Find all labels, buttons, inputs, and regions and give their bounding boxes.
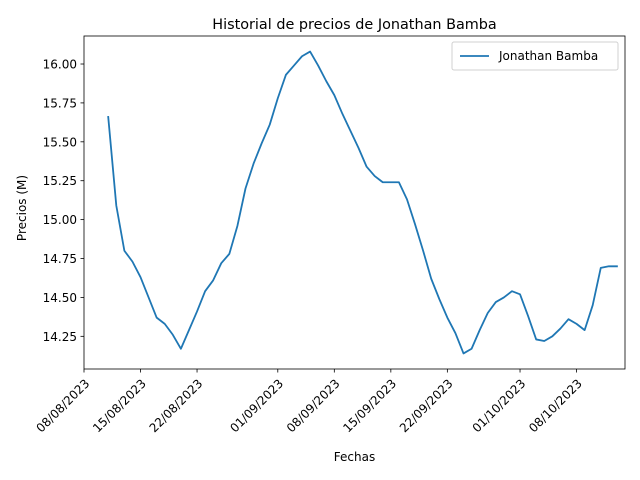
y-tick-label: 14.50 bbox=[43, 291, 77, 305]
y-axis-label: Precios (M) bbox=[15, 175, 29, 241]
y-ticks-layer: 14.25 14.50 14.75 15.00 15.25 15.50 15.75 16.00 bbox=[43, 58, 84, 344]
y-axis-label-group: Precios (M) bbox=[15, 175, 29, 241]
y-tick-label: 15.00 bbox=[43, 213, 77, 227]
legend: Jonathan Bamba bbox=[451, 41, 619, 71]
x-tick-label: 08/08/2023 bbox=[34, 376, 93, 435]
series-line bbox=[107, 50, 618, 355]
x-axis-label: Fechas bbox=[334, 450, 375, 464]
plot-area: 14.25 14.50 14.75 15.00 15.25 15.50 15.75 16.00… bbox=[34, 35, 626, 435]
x-tick-label: 22/08/2023 bbox=[147, 376, 206, 435]
plot-frame bbox=[83, 35, 626, 370]
x-tick-label: 08/10/2023 bbox=[526, 376, 585, 435]
x-tick-label: 15/08/2023 bbox=[90, 376, 149, 435]
x-tick-label: 08/09/2023 bbox=[284, 376, 343, 435]
legend-series-label: Jonathan Bamba bbox=[498, 49, 598, 63]
y-tick-label: 15.50 bbox=[43, 135, 77, 149]
x-tick-label: 15/09/2023 bbox=[340, 376, 399, 435]
y-tick-label: 14.25 bbox=[43, 330, 77, 344]
legend-box bbox=[451, 41, 619, 71]
y-tick-label: 15.75 bbox=[43, 96, 77, 110]
y-tick-label: 14.75 bbox=[43, 252, 77, 266]
x-tick-label: 01/10/2023 bbox=[470, 376, 529, 435]
x-tick-label: 01/09/2023 bbox=[227, 376, 286, 435]
x-tick-label: 22/09/2023 bbox=[397, 376, 456, 435]
y-tick-label: 16.00 bbox=[43, 58, 77, 72]
chart-title: Historial de precios de Jonathan Bamba bbox=[212, 17, 497, 33]
series-layer bbox=[107, 50, 618, 355]
y-tick-label: 15.25 bbox=[43, 174, 77, 188]
